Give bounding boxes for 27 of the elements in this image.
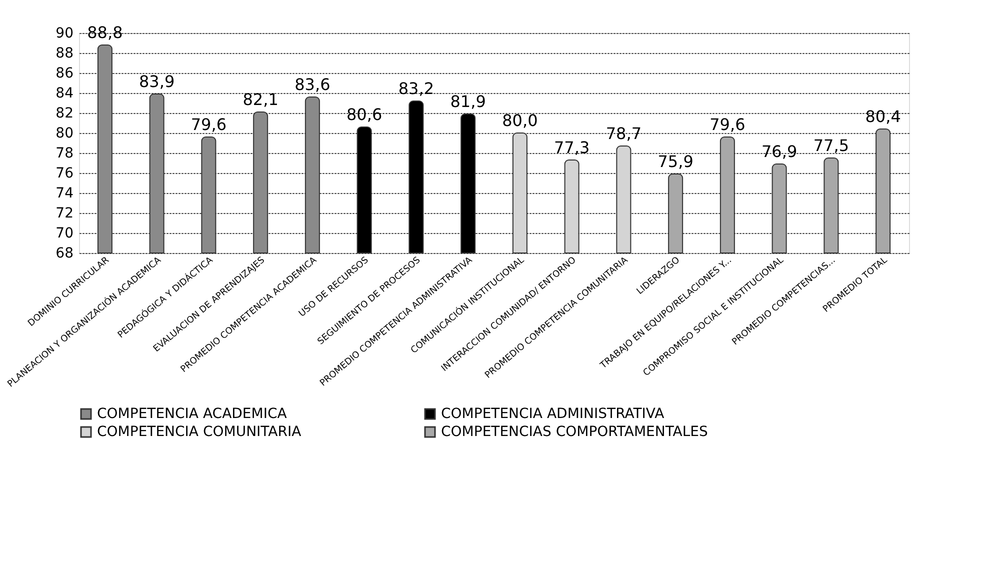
y-tick-label: 70: [56, 226, 74, 242]
y-tick-label: 72: [56, 206, 74, 222]
y-tick-label: 90: [56, 26, 74, 42]
y-tick-label: 86: [56, 66, 74, 82]
data-label: 83,9: [139, 72, 175, 91]
data-label: 81,9: [450, 92, 486, 111]
y-tick-label: 82: [56, 106, 74, 122]
y-tick-label: 74: [56, 186, 74, 202]
data-label: 79,6: [190, 115, 226, 134]
data-label: 75,9: [658, 152, 694, 171]
y-tick-label: 80: [56, 126, 74, 142]
y-tick-label: 88: [56, 46, 74, 62]
data-label: 79,6: [710, 115, 746, 134]
legend-label: COMPETENCIA ADMINISTRATIVA: [441, 406, 665, 422]
data-label: 77,5: [813, 136, 849, 155]
legend-label: COMPETENCIA ACADEMICA: [97, 406, 288, 422]
y-tick-label: 84: [56, 86, 74, 102]
y-tick-label: 76: [56, 166, 74, 182]
y-tick-label: 68: [56, 246, 74, 262]
data-label: 83,6: [294, 75, 330, 94]
data-label: 82,1: [242, 90, 278, 109]
legend-label: COMPETENCIAS COMPORTAMENTALES: [441, 424, 708, 440]
y-tick-label: 78: [56, 146, 74, 162]
data-label: 80,0: [502, 111, 538, 130]
data-label: 83,2: [398, 79, 434, 98]
legend-label: COMPETENCIA COMUNITARIA: [97, 424, 302, 440]
data-label: 77,3: [554, 138, 590, 157]
